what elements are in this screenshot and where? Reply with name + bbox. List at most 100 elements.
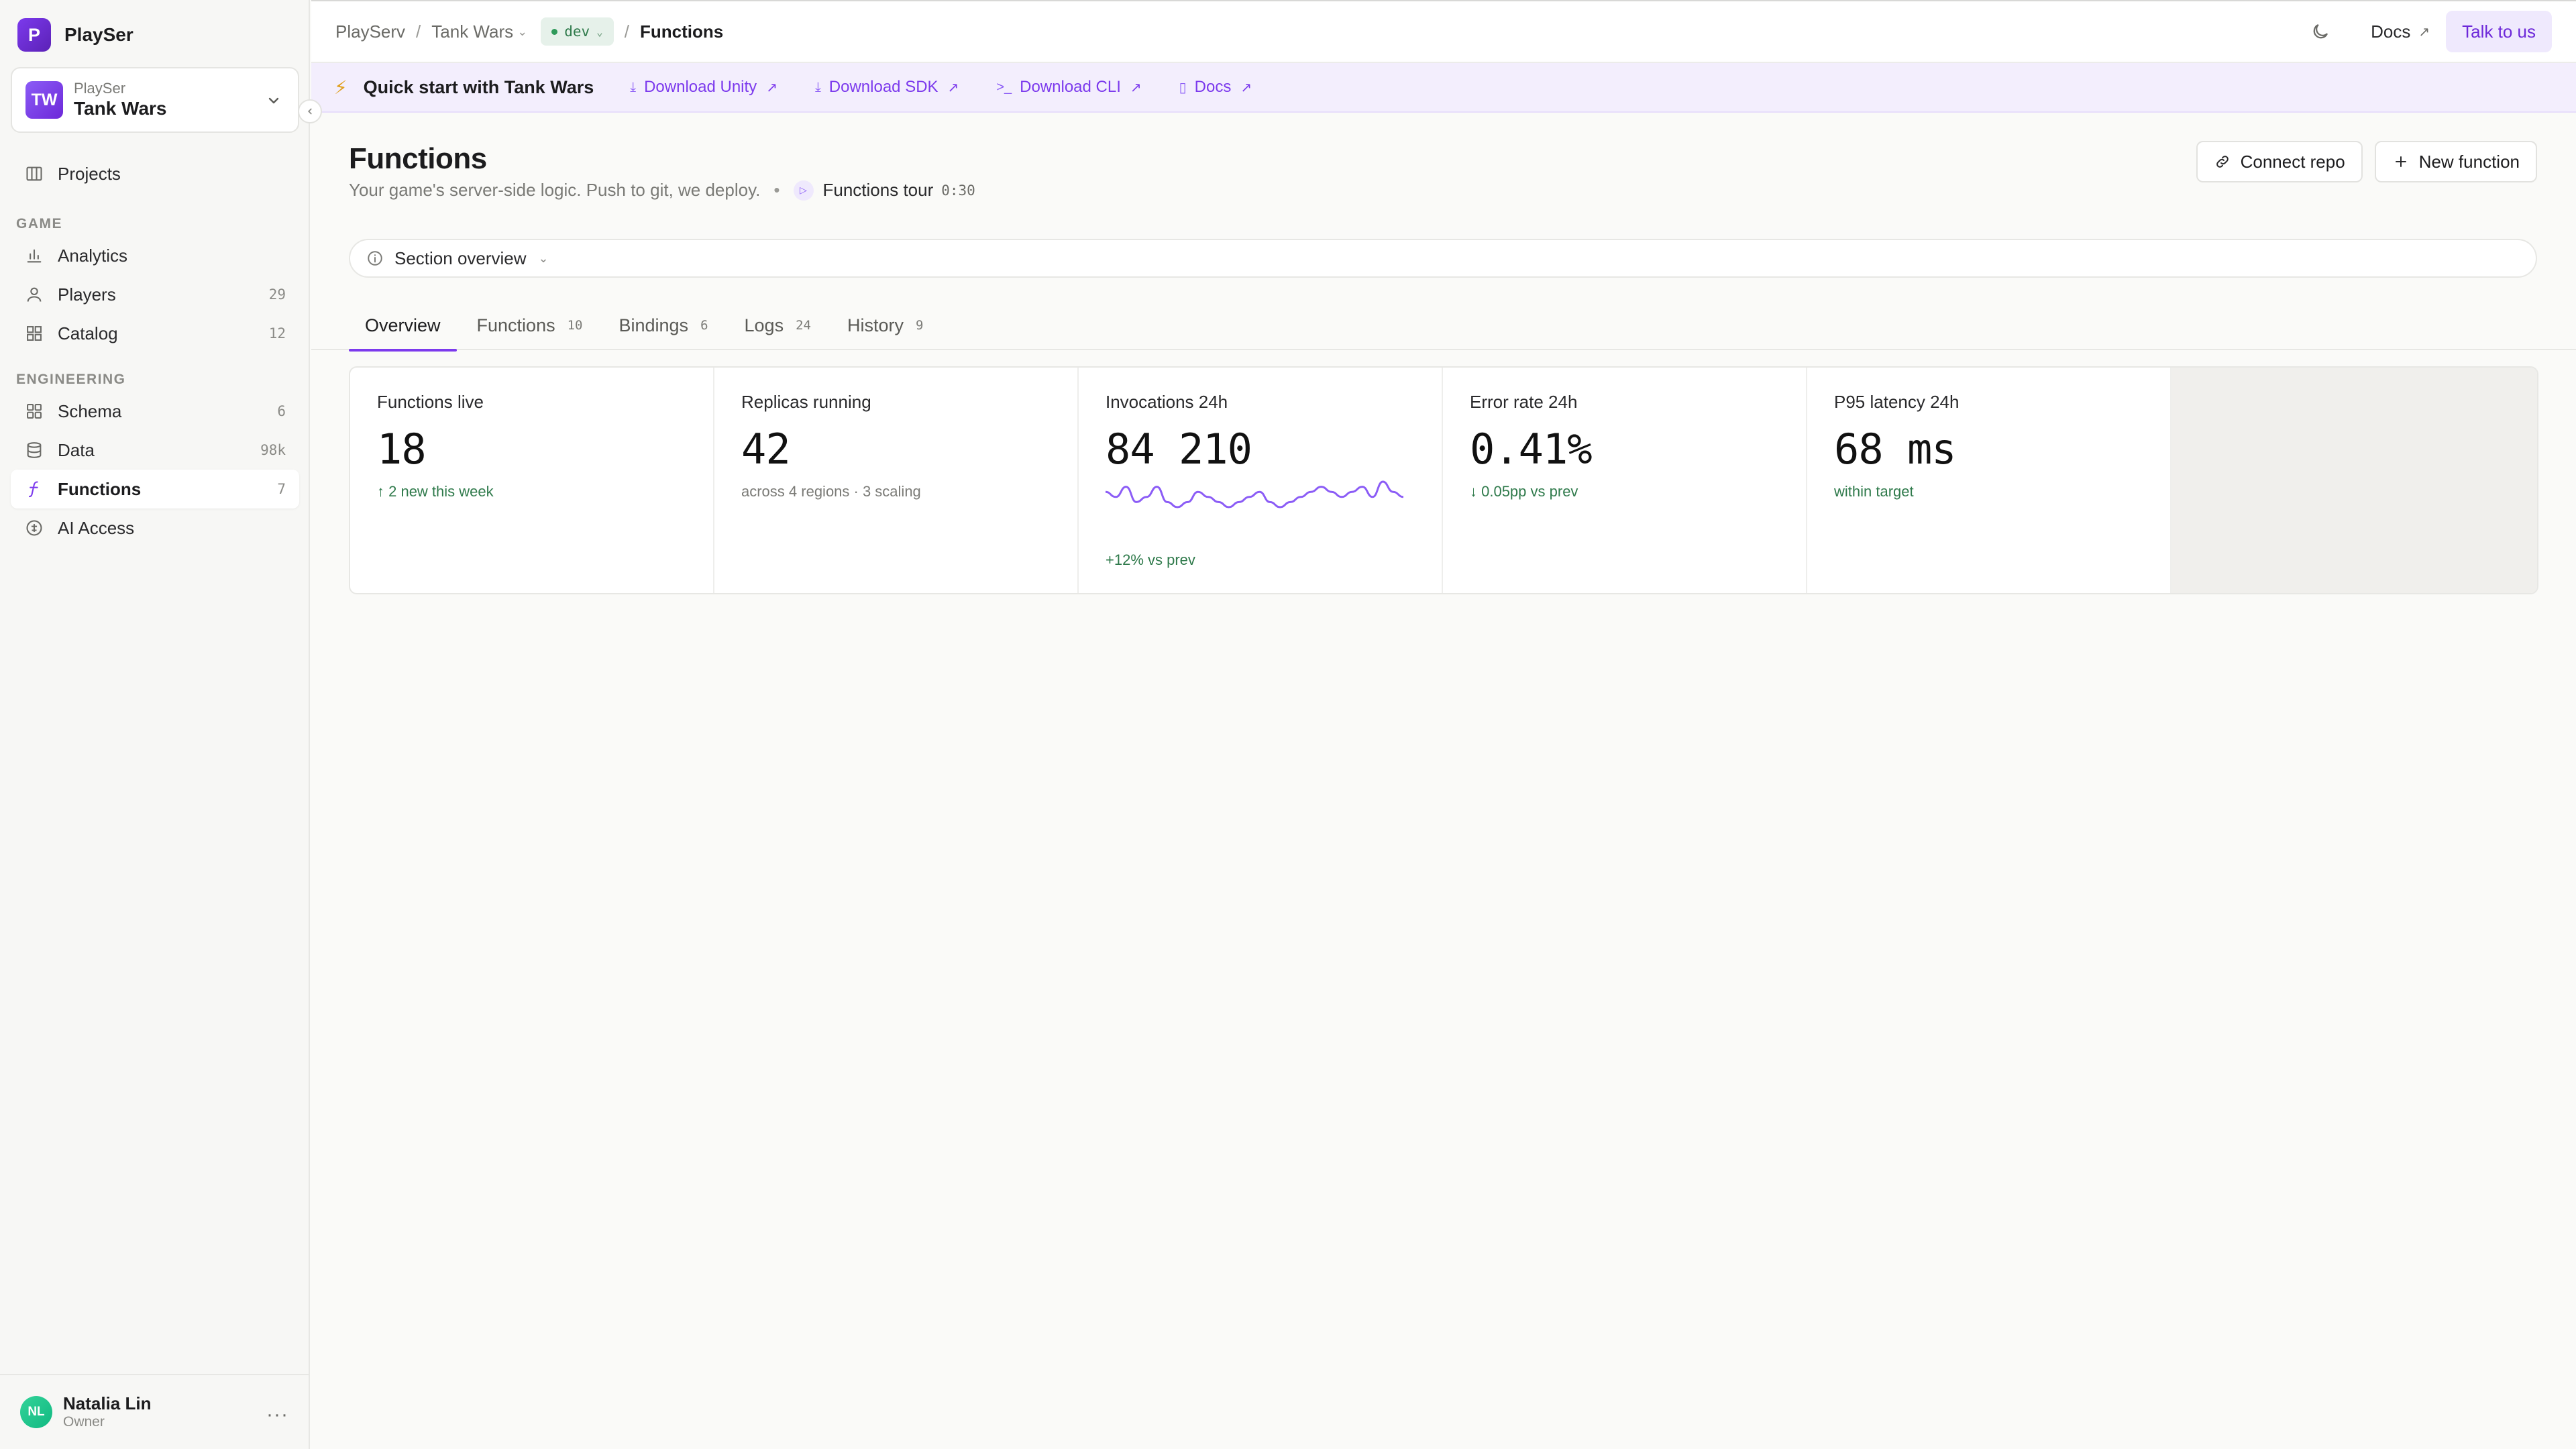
stat-card-placeholder xyxy=(2171,368,2537,593)
stat-note: within target xyxy=(1834,483,1914,500)
tab-history[interactable]: History 9 xyxy=(831,301,939,350)
chevron-down-icon: ⌄ xyxy=(517,24,528,38)
tab-count: 24 xyxy=(796,318,811,333)
sidebar-item-ai-access[interactable]: AI Access xyxy=(11,508,299,547)
project-org: PlaySer xyxy=(74,80,126,97)
stat-value: 84 210 xyxy=(1106,425,1252,474)
download-cli-link[interactable]: >_ Download CLI ↗ xyxy=(996,78,1141,97)
external-link-icon: ↗ xyxy=(766,80,777,95)
page-subtitle: Your game's server-side logic. Push to g… xyxy=(349,180,975,201)
brand-logo: P xyxy=(17,18,51,52)
subtitle-text: Your game's server-side logic. Push to g… xyxy=(349,180,761,200)
theme-toggle-button[interactable] xyxy=(2304,15,2337,48)
talk-to-us-button[interactable]: Talk to us xyxy=(2446,11,2552,52)
stat-label: Replicas running xyxy=(741,392,871,412)
stat-trend: +12% vs prev xyxy=(1106,551,1195,568)
terminal-icon: >_ xyxy=(996,79,1012,95)
sidebar-item-catalog[interactable]: Catalog 12 xyxy=(11,314,299,353)
env-status-dot xyxy=(551,28,558,35)
data-icon xyxy=(24,440,44,460)
docs-label: Docs xyxy=(2371,21,2411,42)
breadcrumb-project[interactable]: Tank Wars xyxy=(431,21,514,42)
stat-card-invocations: Invocations 24h 84 210 +12% vs prev xyxy=(1079,368,1443,593)
sidebar-item-count: 7 xyxy=(277,481,286,497)
sidebar-item-projects[interactable]: Projects xyxy=(11,154,299,193)
breadcrumb-org[interactable]: PlayServ xyxy=(335,21,406,42)
quick-start-title: Quick start with Tank Wars xyxy=(363,76,594,97)
tour-label: Functions tour xyxy=(822,180,934,200)
external-link-icon: ↗ xyxy=(947,80,959,95)
user-name: Natalia Lin xyxy=(63,1393,152,1413)
play-icon: ▷ xyxy=(793,180,814,201)
tab-label: History xyxy=(847,315,904,335)
tab-bindings[interactable]: Bindings 6 xyxy=(602,301,724,350)
sidebar-item-schema[interactable]: Schema 6 xyxy=(11,392,299,431)
separator-dot: • xyxy=(773,180,780,200)
tab-count: 6 xyxy=(700,318,708,333)
info-icon xyxy=(368,251,382,266)
more-icon[interactable]: ··· xyxy=(266,1403,288,1426)
avatar: NL xyxy=(20,1396,52,1428)
sidebar-item-count: 12 xyxy=(268,325,286,341)
sidebar-item-label: Data xyxy=(58,439,95,460)
stat-label: Error rate 24h xyxy=(1470,392,1578,412)
tab-count: 9 xyxy=(915,318,924,333)
external-link-icon: ↗ xyxy=(2418,24,2430,40)
tab-logs[interactable]: Logs 24 xyxy=(729,301,827,350)
stat-value: 18 xyxy=(377,425,427,474)
link-label: Download SDK xyxy=(828,78,938,96)
tour-duration: 0:30 xyxy=(941,182,975,199)
docs-link[interactable]: Docs ↗ xyxy=(2371,21,2430,42)
sidebar-item-label: Catalog xyxy=(58,323,118,343)
collapse-sidebar-button[interactable] xyxy=(298,99,322,123)
sidebar-item-analytics[interactable]: Analytics xyxy=(11,236,299,275)
catalog-icon xyxy=(24,323,44,343)
project-switcher[interactable]: TW PlaySer Tank Wars xyxy=(11,67,299,133)
chevron-down-icon xyxy=(268,97,279,104)
stat-card-functions-live: Functions live 18 ↑ 2 new this week xyxy=(350,368,714,593)
connect-repo-button[interactable]: Connect repo xyxy=(2196,141,2363,182)
functions-tour-button[interactable]: ▷ Functions tour 0:30 xyxy=(793,180,975,201)
bolt-icon: ⚡ xyxy=(334,76,347,98)
stat-note: ↓ 0.05pp vs prev xyxy=(1470,483,1578,500)
tab-overview[interactable]: Overview xyxy=(349,301,457,352)
topbar: PlayServ / Tank Wars ⌄ dev ⌄ / Functions… xyxy=(311,0,2576,63)
players-icon xyxy=(24,284,44,305)
download-unity-link[interactable]: ⤓ Download Unity ↗ xyxy=(630,78,777,97)
new-function-button[interactable]: New function xyxy=(2374,141,2537,182)
chevron-down-icon: ⌄ xyxy=(596,25,603,38)
stat-value: 42 xyxy=(741,425,791,474)
moon-icon xyxy=(2313,23,2328,39)
stat-card-error-rate: Error rate 24h 0.41% ↓ 0.05pp vs prev xyxy=(1443,368,1807,593)
nav-section-game: GAME xyxy=(16,216,62,231)
download-sdk-link[interactable]: ⤓ Download SDK ↗ xyxy=(815,78,959,97)
sparkline-path xyxy=(1106,480,1403,508)
section-overview-toggle[interactable]: Section overview ⌄ xyxy=(349,239,2537,278)
stat-label: Invocations 24h xyxy=(1106,392,1228,412)
chevron-left-icon xyxy=(308,108,312,115)
sidebar-item-label: AI Access xyxy=(58,517,135,538)
sidebar-item-count: 6 xyxy=(277,403,286,419)
project-name: Tank Wars xyxy=(74,98,167,119)
brand[interactable]: P PlaySer xyxy=(17,17,133,52)
connect-repo-label: Connect repo xyxy=(2240,151,2345,172)
user-menu[interactable]: NL Natalia Lin Owner ··· xyxy=(0,1374,309,1449)
tab-functions[interactable]: Functions 10 xyxy=(461,301,599,350)
brand-name: PlaySer xyxy=(64,24,133,45)
analytics-icon xyxy=(24,246,44,266)
link-label: Download Unity xyxy=(644,78,757,96)
sidebar-item-data[interactable]: Data 98k xyxy=(11,431,299,470)
breadcrumb-separator: / xyxy=(624,21,630,42)
sidebar-nav: Projects GAME Analytics Players 29 Catal… xyxy=(11,154,299,547)
stat-value: 0.41% xyxy=(1470,425,1593,474)
sidebar-item-players[interactable]: Players 29 xyxy=(11,275,299,314)
book-icon: ▯ xyxy=(1179,80,1187,95)
environment-selector[interactable]: dev ⌄ xyxy=(541,17,614,46)
page-title: Functions xyxy=(349,142,487,175)
external-link-icon: ↗ xyxy=(1130,80,1142,95)
stat-value: 68 ms xyxy=(1834,425,1957,474)
banner-docs-link[interactable]: ▯ Docs ↗ xyxy=(1179,78,1252,97)
sidebar-item-functions[interactable]: Functions 7 xyxy=(11,470,299,508)
quick-start-banner: ⚡ Quick start with Tank Wars ⤓ Download … xyxy=(311,63,2576,113)
tab-label: Overview xyxy=(365,315,441,335)
